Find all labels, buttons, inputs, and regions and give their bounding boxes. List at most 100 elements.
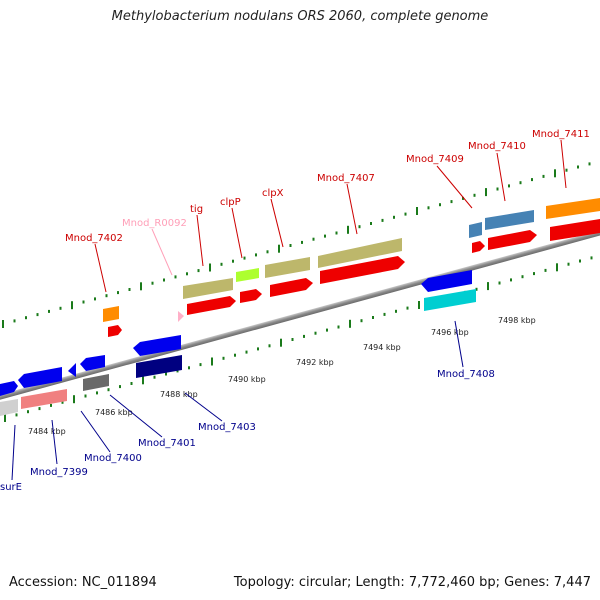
reverse-tick xyxy=(498,281,501,285)
gene-block-mnod7410-outer[interactable] xyxy=(485,210,534,230)
gene-block-tig-outer[interactable] xyxy=(183,278,233,299)
gene-label-clpx[interactable]: clpX xyxy=(262,188,284,199)
forward-tick xyxy=(450,200,453,204)
cds-arrow-mnod7399[interactable] xyxy=(18,367,62,388)
forward-tick xyxy=(312,237,315,241)
cds-arrow-surE[interactable] xyxy=(0,381,18,396)
gene-label-mnod7401[interactable]: Mnod_7401 xyxy=(138,438,196,449)
gene-block-mnod7409-outer[interactable] xyxy=(469,222,482,238)
gene-label-mnod7411[interactable]: Mnod_7411 xyxy=(532,129,590,140)
reverse-genes-outer xyxy=(0,289,476,416)
gene-label-mnod7407[interactable]: Mnod_7407 xyxy=(317,173,375,184)
gene-label-clpp[interactable]: clpP xyxy=(220,197,241,208)
cds-arrow-mnod7402[interactable] xyxy=(108,325,122,337)
reverse-tick xyxy=(360,319,363,323)
reverse-tick xyxy=(211,357,213,366)
scale-label-7492: 7492 kbp xyxy=(296,358,334,367)
forward-tick xyxy=(531,178,533,182)
forward-tick xyxy=(404,212,407,216)
reverse-tick xyxy=(38,407,41,411)
gene-label-mnod7409[interactable]: Mnod_7409 xyxy=(406,154,464,165)
reverse-tick xyxy=(107,388,110,392)
cds-arrow-mnod7403[interactable] xyxy=(133,335,181,356)
reverse-tick xyxy=(234,353,236,357)
forward-tick xyxy=(151,281,154,285)
gene-label-mnod7399[interactable]: Mnod_7399 xyxy=(30,467,88,478)
reverse-tick xyxy=(165,372,167,376)
reverse-tick xyxy=(119,385,121,389)
forward-tick xyxy=(577,165,579,169)
gene-block-surE[interactable] xyxy=(0,399,18,416)
forward-tick xyxy=(335,231,338,235)
forward-tick xyxy=(82,300,85,304)
gene-label-mnod7403[interactable]: Mnod_7403 xyxy=(198,422,256,433)
gene-label-mnod-r0092[interactable]: Mnod_R0092 xyxy=(122,218,187,229)
forward-tick xyxy=(186,272,188,276)
reverse-tick xyxy=(268,344,271,348)
forward-tick-row xyxy=(2,162,591,328)
cds-arrow-mnod7410[interactable] xyxy=(488,230,537,250)
forward-tick xyxy=(496,187,499,191)
cds-arrow-mnod7407[interactable] xyxy=(320,256,405,284)
gene-block-mnod7401[interactable] xyxy=(83,374,109,391)
accession-text: Accession: NC_011894 xyxy=(9,575,157,590)
reverse-tick xyxy=(533,272,535,276)
gene-label-mnod7408[interactable]: Mnod_7408 xyxy=(437,369,495,380)
gene-label-surE[interactable]: surE xyxy=(0,482,22,493)
gene-block-mnod7399[interactable] xyxy=(21,389,67,409)
forward-tick xyxy=(473,193,476,197)
cds-arrow-clpx[interactable] xyxy=(270,278,313,297)
gene-block-mnod7408[interactable] xyxy=(424,289,476,311)
cds-arrow-tig[interactable] xyxy=(187,296,236,315)
leader-mnod7407 xyxy=(346,183,358,235)
cds-arrow-mnod7409[interactable] xyxy=(472,241,485,253)
forward-tick xyxy=(554,169,556,178)
gene-block-clpx-outer[interactable] xyxy=(265,257,310,278)
gene-block-mnod7411-outer[interactable] xyxy=(546,198,600,219)
reverse-tick xyxy=(395,309,397,313)
cds-arrow-mnod7411[interactable] xyxy=(550,219,600,241)
forward-tick xyxy=(462,196,464,200)
reverse-tick xyxy=(96,391,98,395)
gene-label-mnod7410[interactable]: Mnod_7410 xyxy=(468,141,526,152)
forward-tick xyxy=(508,184,510,188)
forward-tick xyxy=(519,181,522,185)
reverse-tick xyxy=(84,394,87,398)
reverse-tick xyxy=(73,395,75,404)
reverse-tick xyxy=(130,382,133,385)
reverse-tick xyxy=(406,306,409,310)
gene-block-mnod-r0092[interactable] xyxy=(178,311,184,322)
forward-tick xyxy=(2,320,4,328)
gene-block-clpp-outer[interactable] xyxy=(236,268,259,282)
gene-block-mnod7403[interactable] xyxy=(136,355,182,378)
gene-label-tig[interactable]: tig xyxy=(190,204,203,215)
reverse-tick xyxy=(4,414,6,422)
reverse-tick xyxy=(176,369,179,373)
reverse-tick xyxy=(153,375,156,379)
scale-label-7486: 7486 kbp xyxy=(95,408,133,417)
gene-label-mnod7400[interactable]: Mnod_7400 xyxy=(84,453,142,464)
leader-mnod-r0092 xyxy=(151,228,173,276)
gene-label-mnod7402[interactable]: Mnod_7402 xyxy=(65,233,123,244)
leader-mnod7401 xyxy=(109,394,163,438)
gene-block-mnod7407-outer[interactable] xyxy=(318,238,402,268)
forward-tick xyxy=(48,309,50,313)
topology-text: Topology: circular; Length: 7,772,460 bp… xyxy=(233,575,591,590)
forward-cds-arrows xyxy=(108,219,600,337)
forward-tick xyxy=(427,206,430,210)
leader-clpp xyxy=(231,207,243,259)
cds-arrow-mnod7400b[interactable] xyxy=(80,355,105,371)
cds-arrow-mnod7400[interactable] xyxy=(68,363,76,377)
forward-tick xyxy=(117,291,119,295)
forward-tick xyxy=(381,218,384,222)
leader-mnod7403 xyxy=(184,392,223,422)
scale-label-7496: 7496 kbp xyxy=(431,328,469,337)
reverse-tick xyxy=(337,325,340,329)
forward-tick xyxy=(243,256,246,260)
reverse-tick xyxy=(349,319,351,328)
cds-arrow-mnod7408[interactable] xyxy=(421,270,472,292)
gene-block-mnod7402-outer[interactable] xyxy=(103,306,119,322)
cds-arrow-clpp[interactable] xyxy=(240,289,262,303)
forward-tick xyxy=(370,222,372,225)
reverse-tick xyxy=(61,400,64,404)
